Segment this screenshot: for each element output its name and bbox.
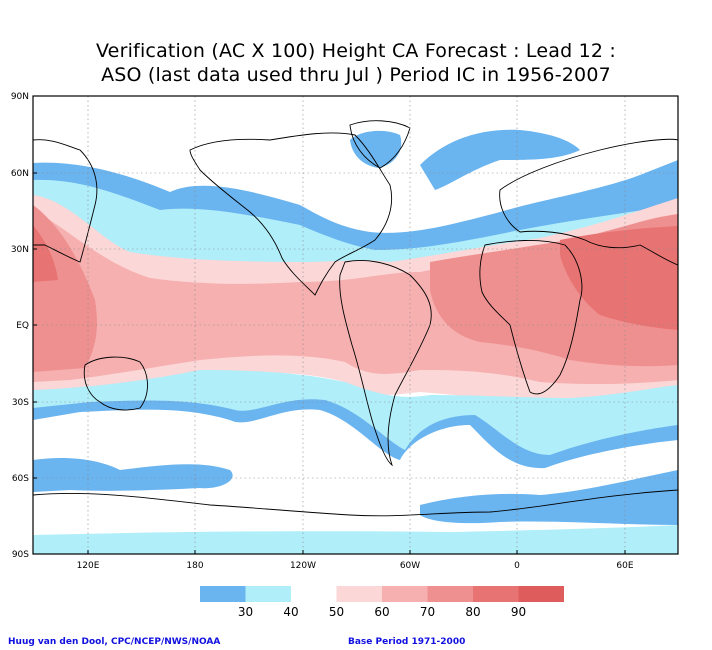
lon-label: 180: [186, 561, 203, 571]
coastline-north-america: [189, 132, 393, 296]
colorbar-label: 70: [420, 605, 435, 619]
lat-label: 30S: [12, 398, 29, 408]
colorbar-label: 60: [374, 605, 389, 619]
coastline-greenland: [349, 120, 411, 169]
title-line-2: ASO (last data used thru Jul ) Period IC…: [101, 64, 611, 86]
colorbar-label: 50: [329, 605, 344, 619]
colorbar-label: 30: [238, 605, 253, 619]
skill-band-north-atlantic-blue: [350, 129, 580, 190]
longitude-labels: 120E 180 120W 60W 0 60E: [77, 550, 634, 571]
skill-band-southern-ocean-blue: [33, 458, 678, 525]
skill-band-west-pacific-red: [33, 225, 58, 282]
colorbar: [200, 586, 564, 602]
colorbar-label: 90: [511, 605, 526, 619]
colorbar-swatch: [382, 586, 428, 602]
coastline-south-america: [339, 260, 432, 467]
lon-label: 120W: [290, 561, 316, 571]
credit-base-period: Base Period 1971-2000: [348, 637, 466, 647]
colorbar-label: 80: [465, 605, 480, 619]
colorbar-labels: 30 40 50 60 70 80 90: [238, 605, 526, 619]
coastline-africa: [479, 240, 583, 395]
colorbar-swatch: [291, 586, 337, 602]
lat-label: 60S: [12, 474, 29, 484]
coastline-eurasia: [33, 138, 678, 266]
lon-label: 60E: [616, 561, 633, 571]
lon-label: 0: [514, 561, 520, 571]
colorbar-label: 40: [283, 605, 298, 619]
lat-label: 90S: [12, 550, 29, 560]
coastline-antarctica: [33, 489, 678, 517]
title-line-1: Verification (AC X 100) Height CA Foreca…: [95, 40, 617, 62]
lat-label: 90N: [11, 92, 29, 102]
lon-label: 60W: [400, 561, 420, 571]
skill-band-indian-ocean-red: [560, 226, 678, 330]
coastlines: [33, 120, 678, 517]
colorbar-swatch: [473, 586, 519, 602]
colorbar-swatch: [336, 586, 382, 602]
coastline-australia: [83, 356, 148, 411]
map-area: [33, 96, 678, 554]
lat-label: EQ: [16, 321, 29, 331]
latitude-labels: 90N 60N 30N EQ 30S 60S 90S: [11, 92, 37, 560]
lat-label: 30N: [11, 245, 29, 255]
colorbar-swatch: [200, 586, 246, 602]
lat-label: 60N: [11, 169, 29, 179]
lon-label: 120E: [77, 561, 100, 571]
colorbar-swatch: [518, 586, 564, 602]
credit-author: Huug van den Dool, CPC/NCEP/NWS/NOAA: [8, 637, 221, 647]
colorbar-swatch: [245, 586, 291, 602]
colorbar-swatch: [427, 586, 473, 602]
